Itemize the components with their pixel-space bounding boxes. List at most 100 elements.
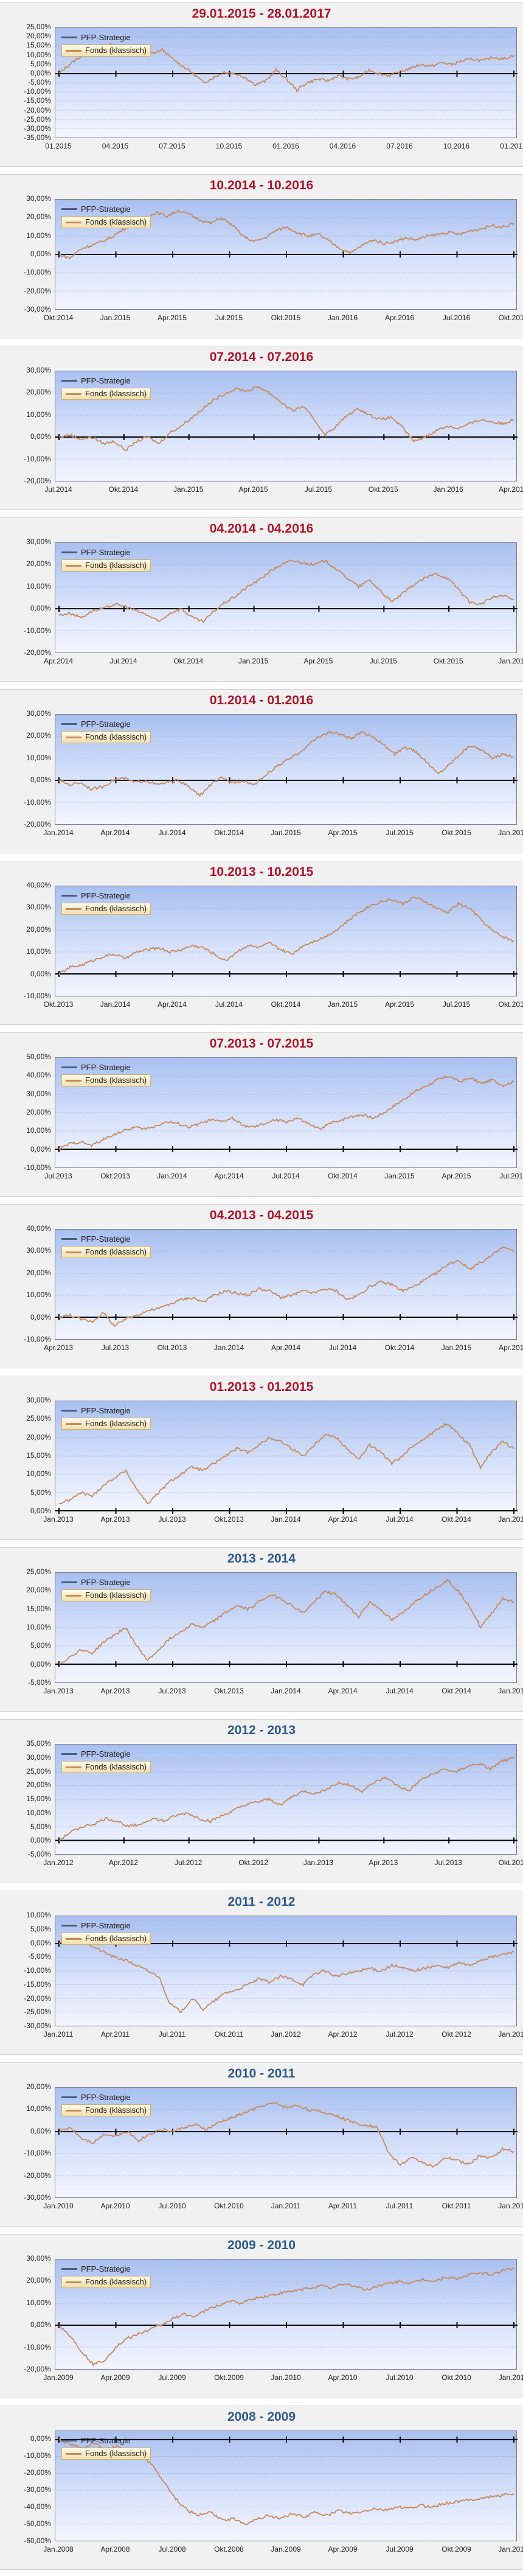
- legend-swatch-fonds: [66, 1423, 81, 1426]
- x-tick-label: Jul.2015: [215, 313, 243, 322]
- y-tick-label: -10,00%: [24, 1335, 51, 1343]
- legend-label: Fonds (klassisch): [85, 2105, 147, 2115]
- legend-item-fonds: Fonds (klassisch): [61, 730, 151, 744]
- chart-panel: 2013 - 2014 PFP-Strategie Fonds (klassisch…: [0, 1547, 523, 1712]
- y-tick-label: 10,00%: [26, 50, 51, 59]
- series-line-fonds: [58, 2102, 514, 2168]
- x-tick-label: Jul.2014: [158, 828, 186, 837]
- x-tick-label: Okt.2014: [108, 485, 139, 494]
- y-tick-label: 10,00%: [26, 2104, 51, 2113]
- x-tick-label: Okt.2015: [498, 1000, 523, 1009]
- x-tick-label: Okt.2016: [498, 313, 523, 322]
- legend: PFP-Strategie Fonds (klassisch): [61, 2090, 151, 2117]
- legend-item-pfp: PFP-Strategie: [61, 2090, 151, 2104]
- legend-item-fonds: Fonds (klassisch): [61, 2447, 151, 2460]
- y-tick-label: 25,00%: [26, 23, 51, 31]
- x-tick-label: Okt.2013: [43, 1000, 74, 1009]
- x-tick-label: Jan.2010: [43, 2202, 74, 2210]
- legend-item-fonds: Fonds (klassisch): [61, 1589, 151, 1602]
- chart-svg: [55, 27, 518, 138]
- legend-item-fonds: Fonds (klassisch): [61, 2104, 151, 2117]
- legend-swatch-pfp: [61, 2439, 77, 2441]
- legend-box: Fonds (klassisch): [61, 1761, 151, 1773]
- x-tick-label: Jan.2014: [157, 1172, 187, 1180]
- x-tick-label: Apr.2015: [442, 1172, 471, 1180]
- y-tick-label: 10,00%: [26, 2298, 51, 2307]
- x-tick-label: Jul.2014: [386, 1687, 414, 1695]
- x-tick-label: Jul.2015: [304, 485, 333, 494]
- y-tick-label: 25,00%: [26, 1766, 51, 1776]
- x-tick-label: Apr.2009: [100, 2373, 130, 2382]
- y-tick-label: 10,00%: [26, 1469, 51, 1479]
- x-tick-label: Jan.2013: [43, 1515, 74, 1524]
- legend-box: Fonds (klassisch): [61, 1246, 151, 1258]
- x-tick-label: Apr.2014: [43, 657, 74, 665]
- chart-svg: [55, 886, 518, 996]
- legend-label: PFP-Strategie: [81, 32, 131, 42]
- x-tick-label: Apr.2014: [214, 1172, 244, 1180]
- series-line-fonds: [58, 1423, 514, 1505]
- y-tick-label: 15,00%: [26, 1604, 51, 1613]
- y-tick-label: -40,00%: [24, 2502, 51, 2511]
- legend-label: Fonds (klassisch): [85, 1247, 147, 1256]
- x-tick-label: 07.2016: [386, 142, 413, 150]
- x-tick-label: Apr.2015: [498, 1343, 523, 1352]
- y-tick-label: 0,00%: [30, 1507, 51, 1515]
- plot-area: PFP-Strategie Fonds (klassisch): [55, 199, 518, 310]
- legend-box: Fonds (klassisch): [61, 216, 151, 228]
- legend: PFP-Strategie Fonds (klassisch): [61, 545, 151, 572]
- legend-label: Fonds (klassisch): [85, 732, 147, 741]
- y-tick-label: 50,00%: [26, 1052, 51, 1061]
- y-tick-label: -30,00%: [24, 2485, 51, 2494]
- y-tick-label: -10,00%: [24, 454, 51, 463]
- x-tick-label: Jul.2014: [109, 657, 137, 665]
- x-tick-label: Jul.2013: [434, 1858, 462, 1867]
- legend: PFP-Strategie Fonds (klassisch): [61, 1404, 151, 1430]
- legend-label: Fonds (klassisch): [85, 217, 147, 226]
- legend-item-pfp: PFP-Strategie: [61, 202, 151, 215]
- x-tick-label: Jan.2015: [498, 1687, 523, 1695]
- legend-item-fonds: Fonds (klassisch): [61, 1417, 151, 1430]
- legend-swatch-pfp: [61, 2267, 77, 2270]
- y-tick-label: 10,00%: [26, 231, 51, 240]
- chart-title: 2008 - 2009: [227, 2410, 296, 2424]
- legend-swatch-pfp: [61, 1924, 77, 1927]
- legend-label: Fonds (klassisch): [85, 1762, 147, 1771]
- x-tick-label: Apr.2013: [100, 1515, 130, 1524]
- x-tick-label: Jan.2014: [43, 828, 74, 837]
- legend-label: Fonds (klassisch): [85, 904, 147, 913]
- legend-box: Fonds (klassisch): [61, 388, 151, 400]
- y-tick-label: -10,00%: [24, 2451, 51, 2460]
- x-tick-label: Apr.2014: [157, 1000, 187, 1009]
- x-tick-label: 01.2017: [500, 142, 523, 150]
- legend-label: Fonds (klassisch): [85, 389, 147, 398]
- plot-area: PFP-Strategie Fonds (klassisch): [55, 886, 518, 996]
- y-tick-label: -10,00%: [24, 87, 51, 96]
- legend-swatch-fonds: [66, 2281, 81, 2284]
- legend-swatch-pfp: [61, 1581, 77, 1583]
- x-tick-label: Apr.2011: [328, 2202, 358, 2210]
- x-tick-label: Apr.2016: [498, 485, 523, 494]
- x-tick-label: Jul.2013: [158, 1687, 186, 1695]
- chart-svg: [55, 542, 518, 653]
- legend-box: Fonds (klassisch): [61, 1589, 151, 1601]
- y-tick-label: 30,00%: [26, 2254, 51, 2263]
- y-tick-label: 15,00%: [26, 41, 51, 50]
- legend: PFP-Strategie Fonds (klassisch): [61, 1747, 151, 1774]
- y-tick-label: -20,00%: [24, 1993, 51, 2003]
- y-tick-label: -35,00%: [24, 133, 51, 142]
- x-tick-label: Okt.2013: [214, 1515, 244, 1524]
- x-tick-label: Apr.2014: [271, 1343, 301, 1352]
- legend-swatch-fonds: [66, 1938, 81, 1941]
- legend-item-fonds: Fonds (klassisch): [61, 44, 151, 57]
- x-tick-label: Okt.2009: [442, 2545, 471, 2553]
- y-tick-label: 10,00%: [26, 947, 51, 956]
- y-tick-label: 40,00%: [26, 1071, 51, 1080]
- legend-box: Fonds (klassisch): [61, 2448, 151, 2460]
- x-tick-label: Jan.2013: [43, 1687, 74, 1695]
- legend-label: Fonds (klassisch): [85, 1419, 147, 1428]
- y-tick-label: 0,00%: [30, 432, 51, 441]
- chart-panel: 07.2013 - 07.2015 PFP-Strategie Fonds (kla…: [0, 1032, 523, 1197]
- legend-item-fonds: Fonds (klassisch): [61, 1074, 151, 1087]
- series-line-fonds: [58, 559, 514, 624]
